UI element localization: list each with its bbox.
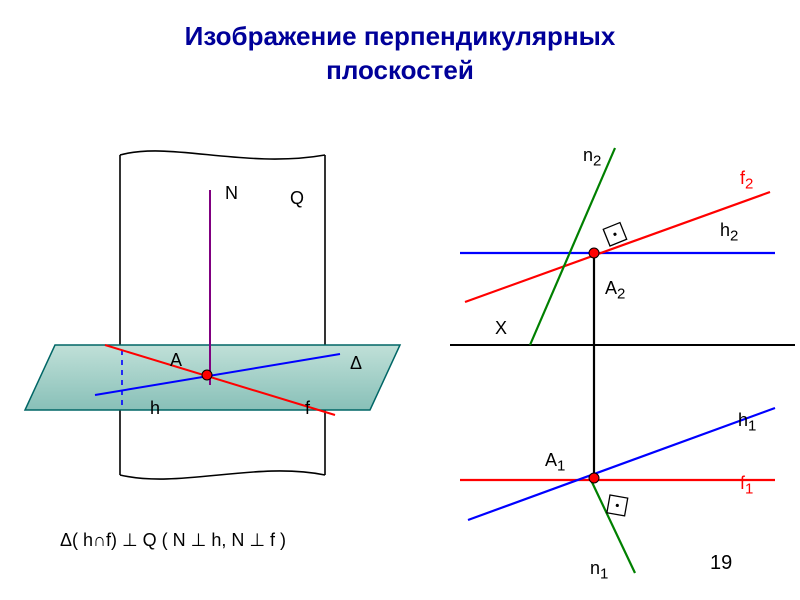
surface-q-top-edge — [120, 151, 325, 159]
line-n2 — [530, 148, 615, 345]
surface-q-bottom-edge — [120, 471, 325, 479]
label-n2: n2 — [583, 145, 601, 170]
point-a — [202, 370, 212, 380]
label-q: Q — [290, 188, 304, 209]
label-a1: A1 — [545, 450, 565, 475]
diagram-canvas — [0, 0, 800, 600]
perp-symbol-top-dot — [613, 232, 617, 236]
formula: Δ( h∩f) ⊥ Q ( N ⊥ h, N ⊥ f ) — [60, 530, 286, 551]
label-f: f — [305, 398, 310, 419]
label-h1: h1 — [738, 410, 756, 435]
point-a2 — [589, 248, 599, 258]
label-n1: n1 — [590, 558, 608, 583]
label-f1: f1 — [740, 473, 753, 498]
label-h: h — [150, 398, 160, 419]
label-n-upper: N — [225, 183, 238, 204]
line-h1 — [468, 408, 775, 520]
label-h2: h2 — [720, 220, 738, 245]
perp-symbol-bot-dot — [615, 504, 619, 508]
label-a: A — [170, 350, 182, 371]
page-number: 19 — [710, 552, 732, 575]
label-f2: f2 — [740, 168, 753, 193]
label-a2: A2 — [605, 278, 625, 303]
point-a1 — [589, 473, 599, 483]
label-x: X — [495, 318, 507, 339]
label-delta: Δ — [350, 353, 362, 374]
